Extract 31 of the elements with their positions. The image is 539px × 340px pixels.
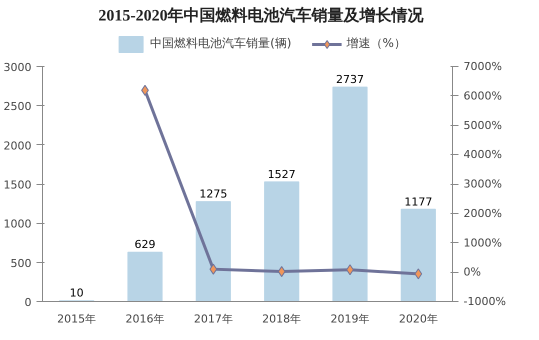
y2-tick-label: -1000% — [464, 295, 506, 308]
y2-tick-label: 4000% — [464, 148, 502, 162]
data-label: 1177 — [404, 195, 432, 208]
x-tick-label: 2020年 — [398, 312, 438, 326]
data-label: 1527 — [268, 168, 296, 181]
y2-tick-label: 1000% — [464, 236, 502, 250]
y-tick-label: 500 — [10, 256, 32, 270]
y-tick-label: 2000 — [4, 139, 32, 152]
y2-tick-label: 3000% — [464, 178, 502, 190]
x-tick-label: 2018年 — [262, 312, 302, 326]
y2-tick-label: 7000% — [464, 60, 502, 73]
legend-label: 增速（%） — [346, 35, 406, 52]
data-label: 629 — [134, 238, 156, 252]
x-tick-label: 2016年 — [126, 312, 165, 326]
x-tick-label: 2019年 — [330, 312, 370, 326]
data-label: 1275 — [199, 188, 228, 201]
y2-tick-label: 5000% — [464, 118, 502, 132]
y-tick-label: 1000 — [4, 218, 32, 231]
y2-tick-label: 2000% — [464, 206, 502, 220]
y2-tick-label: 0% — [464, 266, 481, 279]
x-tick-label: 2017年 — [194, 312, 233, 326]
y-tick-label: 0 — [24, 296, 32, 309]
data-label: 2737 — [336, 73, 364, 86]
legend-label: 中国燃料电池汽车销量(辆) — [150, 35, 292, 52]
y2-tick-label: 6000% — [464, 89, 502, 102]
y-tick-label: 1500 — [4, 178, 32, 192]
x-tick-label: 2015年 — [57, 312, 96, 326]
y-tick-label: 2500 — [4, 100, 32, 114]
data-label: 10 — [70, 286, 84, 300]
y-tick-label: 3000 — [4, 61, 32, 74]
chart-title: 2015-2020年中国燃料电池汽车销量及增长情况 — [98, 6, 425, 24]
